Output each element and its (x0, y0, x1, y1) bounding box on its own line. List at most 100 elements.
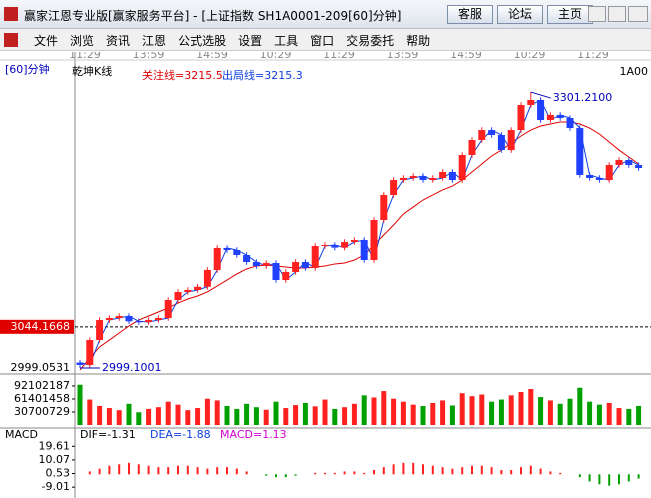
volume-bar (116, 410, 122, 425)
candle-body (86, 340, 94, 365)
volume-bar (606, 402, 612, 425)
candle-body (586, 174, 594, 178)
title-button[interactable]: 客服 (447, 5, 493, 24)
candle-body (282, 271, 290, 281)
y-tick-label: 19.61 (39, 439, 71, 452)
candle-body (458, 154, 466, 181)
close[interactable] (628, 6, 648, 22)
y-tick-label: 0.53 (46, 467, 71, 480)
candle-body (203, 269, 211, 287)
candle-body (154, 318, 162, 321)
maximize[interactable] (608, 6, 626, 22)
candle-body (174, 291, 182, 301)
volume-bar (361, 395, 367, 425)
menu-item[interactable]: 交易委托 (346, 34, 395, 48)
menu-item[interactable]: 窗口 (310, 34, 335, 48)
candle-body (488, 130, 496, 135)
candle-body (125, 316, 133, 322)
candle-body (341, 242, 349, 248)
candle-body (223, 247, 231, 250)
time-label: 10:29 (260, 52, 292, 61)
time-label: 14:59 (196, 52, 228, 61)
candle-body (390, 180, 398, 195)
volume-bar (381, 391, 387, 425)
candle-body (350, 240, 358, 243)
candle-body (527, 99, 535, 106)
candle-body (115, 316, 123, 319)
menu-item[interactable]: 工具 (274, 34, 299, 48)
candle-body (301, 262, 309, 268)
candle-body (556, 114, 564, 118)
volume-bar (204, 398, 210, 425)
title-button[interactable]: 论坛 (497, 5, 543, 24)
time-label: 11:29 (577, 52, 609, 61)
chart: 11:29 13:59 14:59 10:29 11:29 13:59 14:59 10:29… (0, 52, 651, 498)
volume-bar (351, 403, 357, 425)
candle-body (595, 177, 603, 181)
volume-bar (126, 403, 132, 425)
candle-body (370, 220, 378, 261)
candle-body (252, 262, 260, 266)
candle-body (145, 320, 153, 323)
candle-body (409, 175, 417, 178)
y-tick-label: 92102187 (14, 379, 70, 392)
volume-bar (430, 402, 436, 425)
menu-item[interactable]: 资讯 (106, 34, 131, 48)
indicator: MACD=1.13 (220, 428, 287, 441)
title-button[interactable]: 主页 (547, 5, 593, 24)
volume-bar (538, 397, 544, 425)
candle-body (194, 286, 202, 290)
candle-body (135, 321, 143, 323)
candle-body (468, 140, 476, 155)
indicator: DIF=-1.31 (80, 428, 136, 441)
candle-body (439, 171, 447, 178)
volume-bar (459, 393, 465, 425)
volume-bar (175, 404, 181, 425)
title-buttons: 客服 论坛 主页 (447, 5, 593, 24)
volume-bar (77, 384, 83, 425)
candle-body (233, 249, 241, 255)
volume-bar (302, 402, 308, 425)
candle-body (76, 362, 84, 365)
candle-body (360, 240, 368, 261)
menu-item[interactable]: 设置 (238, 34, 263, 48)
ma-line (79, 121, 639, 371)
time-label: 13:59 (387, 52, 419, 61)
volume-bar (567, 398, 573, 425)
menu-item[interactable]: 文件 (34, 34, 59, 48)
volume-bar (293, 405, 299, 425)
menu-item[interactable]: 公式选股 (178, 34, 227, 48)
volume-bar (97, 405, 103, 425)
candle-body (625, 160, 633, 166)
window-title: 赢家江恩专业版[赢家服务平台] - [上证指数 SH1A0001-209[60]… (24, 9, 402, 23)
menu-icon (4, 33, 18, 47)
volume-bar (273, 401, 279, 425)
time-label: 11:29 (323, 52, 355, 61)
annotation: 3301.2100 (553, 91, 613, 104)
candle-body (615, 160, 623, 166)
app-icon (4, 7, 18, 21)
panel-title: MACD (5, 428, 38, 441)
volume-bar (155, 407, 161, 425)
volume-bar (469, 396, 475, 425)
menu-item[interactable]: 江恩 (142, 34, 167, 48)
minimize[interactable] (588, 6, 606, 22)
candle-body (448, 171, 456, 181)
volume-bar (322, 399, 328, 425)
candle-body (164, 300, 172, 319)
volume-bar (400, 401, 406, 425)
time-label: 14:59 (450, 52, 482, 61)
volume-bar (214, 400, 220, 425)
menu-item[interactable]: 浏览 (70, 34, 95, 48)
time-label: 11:29 (69, 52, 101, 61)
y-tick-label: -9.01 (42, 480, 70, 493)
volume-bar (479, 394, 485, 425)
y-tick-label: 3044.1668 (11, 320, 71, 333)
candle-body (184, 289, 192, 292)
volume-bar (332, 408, 338, 425)
menu-item[interactable]: 帮助 (406, 34, 431, 48)
volume-bar (195, 408, 201, 425)
volume-bar (342, 407, 348, 425)
volume-bar (508, 395, 514, 425)
